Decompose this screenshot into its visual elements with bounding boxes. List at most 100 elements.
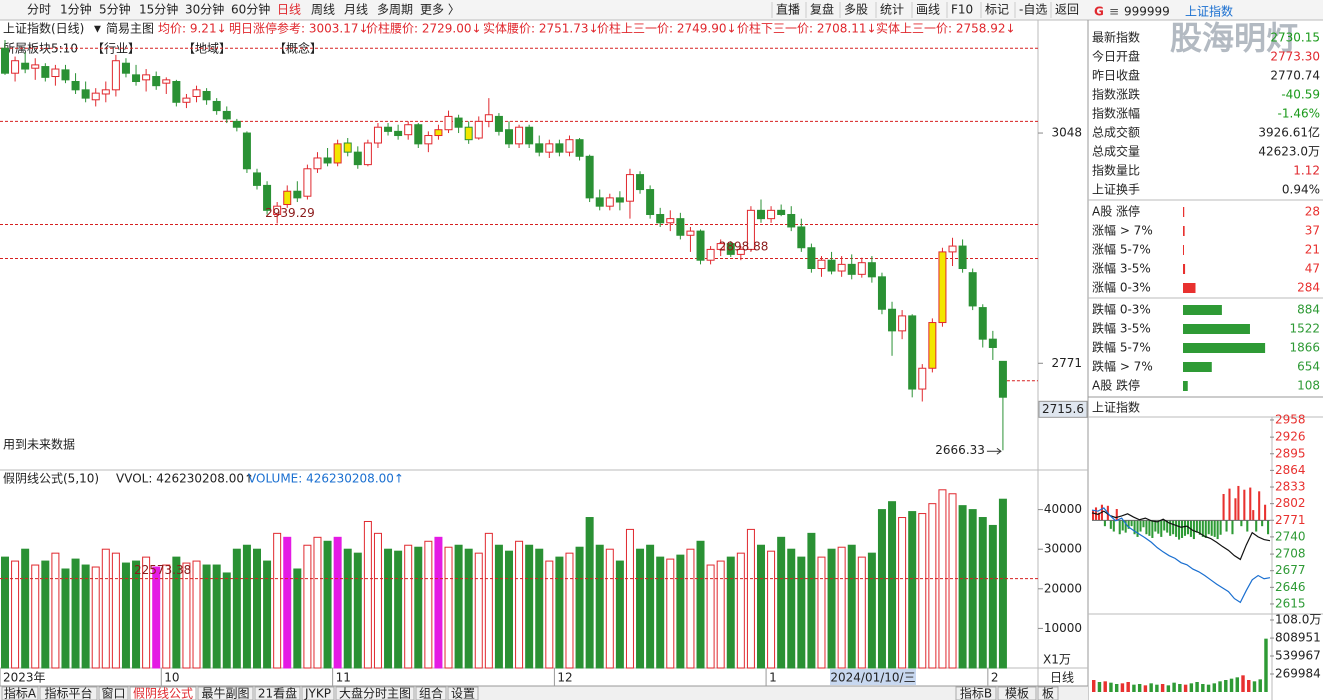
period-tab[interactable]: 分时 (27, 3, 51, 17)
candle-body (666, 218, 675, 224)
candle-body (686, 230, 695, 236)
candle-body (565, 139, 574, 153)
breadth-value: 21 (1305, 243, 1320, 257)
chart-mode[interactable]: 简易主图 (106, 22, 154, 36)
menu-icon[interactable]: ≡ (1109, 5, 1119, 19)
toolbar-button[interactable]: 多股 (844, 3, 868, 17)
candle-body (726, 243, 735, 255)
period-tab[interactable]: 15分钟 (139, 2, 178, 17)
candle-body (293, 190, 302, 199)
tab[interactable]: 指标平台 (44, 686, 92, 700)
volume-bar (132, 560, 141, 669)
candle-body (121, 62, 130, 74)
period-tab[interactable]: 月线 (344, 3, 368, 17)
candle-body (736, 248, 745, 255)
arrow-head (996, 447, 1002, 455)
tab[interactable]: 假阴线公式 (133, 687, 193, 700)
volume-bar (192, 560, 201, 669)
volume-bar (898, 517, 907, 669)
breadth-bar (1183, 245, 1184, 255)
sector-item[interactable]: 【概念】 (274, 41, 322, 56)
volume-bar (91, 566, 100, 669)
candle-body (807, 247, 816, 270)
volume-bar (968, 509, 977, 669)
volume-bar (736, 552, 745, 669)
volume-bar (767, 550, 776, 669)
tab[interactable]: 指标B (960, 686, 992, 700)
period-tab[interactable]: 5分钟 (99, 2, 131, 17)
tab[interactable]: JYKP (304, 687, 331, 700)
toolbar-button[interactable]: 画线 (916, 3, 940, 17)
quote-label: 指数涨幅 (1092, 106, 1140, 121)
volume-bar (625, 528, 634, 669)
cursor-date: 2024/01/10/三 (830, 671, 915, 685)
volume-bar (333, 536, 342, 669)
period-tab[interactable]: 日线 (277, 3, 301, 17)
candle-body (333, 143, 342, 164)
breadth-bar (1183, 324, 1250, 334)
tab[interactable]: 模板 (1005, 687, 1029, 700)
period-tab[interactable]: 更多 〉 (420, 3, 460, 17)
period-tab[interactable]: 30分钟 (185, 2, 224, 17)
index-line (1091, 510, 1271, 561)
candle-body (111, 60, 120, 91)
quote-label: 今日开盘 (1092, 49, 1140, 64)
period-tab[interactable]: 周线 (311, 3, 335, 17)
toolbar-button[interactable]: 直播 (776, 3, 800, 17)
tab[interactable]: 组合 (419, 686, 443, 700)
candle-body (232, 120, 241, 128)
volume-bar (726, 556, 735, 669)
badge[interactable]: G (1094, 5, 1104, 19)
tab-bg (415, 686, 447, 700)
volume-bar (646, 544, 655, 669)
period-tab[interactable]: 多周期 (377, 3, 413, 17)
volume-bar (978, 517, 987, 669)
tab[interactable]: 最牛副图 (201, 686, 249, 700)
breadth-bar (1124, 520, 1127, 533)
volume-bar (1212, 683, 1217, 692)
toolbar-button[interactable]: F10 (951, 3, 973, 17)
toolbar-button[interactable]: 复盘 (810, 2, 834, 17)
volume-bar (1224, 680, 1228, 692)
breadth-bar (1136, 520, 1139, 537)
toolbar-button[interactable]: 统计 (880, 3, 904, 17)
toolbar-button[interactable]: 标记 (985, 3, 1009, 17)
cursor-price: 2715.6 (1042, 402, 1084, 416)
breadth-value: 1522 (1289, 322, 1320, 336)
breadth-bar (1198, 520, 1201, 535)
breadth-bar (1145, 520, 1148, 535)
tab[interactable]: 窗口 (101, 687, 125, 700)
candle-body (343, 142, 352, 153)
volume-bar (857, 556, 866, 669)
toolbar-button[interactable]: -自选 (1019, 3, 1047, 17)
tab[interactable]: 板 (1042, 687, 1054, 700)
toolbar-button[interactable]: 返回 (1055, 3, 1079, 17)
quote-value: 2773.30 (1270, 50, 1320, 64)
period-tab[interactable]: 1分钟 (60, 2, 92, 17)
candle-body (827, 259, 836, 272)
period-tab[interactable]: 60分钟 (231, 2, 270, 17)
tab[interactable]: 设置 (451, 687, 475, 700)
candle-body (857, 262, 866, 275)
tab[interactable]: 指标A (4, 686, 37, 700)
volume-bar (1241, 675, 1245, 692)
volume-bar (585, 517, 594, 669)
candle-body (706, 248, 715, 261)
volume-bar (575, 546, 584, 669)
tab[interactable]: 21看盘 (258, 686, 297, 700)
y-tick-label: 2802 (1275, 496, 1306, 510)
toolbar-bg (0, 0, 1323, 20)
volume-bar (595, 544, 604, 669)
breadth-bar (1092, 510, 1095, 521)
volume-bar (757, 544, 765, 669)
dropdown-icon[interactable]: ▼ (94, 25, 101, 35)
tab-bg (955, 686, 997, 700)
candle-body (898, 315, 907, 332)
volume-bar (51, 552, 60, 669)
volume-bar (1132, 684, 1136, 692)
breadth-bar (1178, 520, 1181, 540)
y-tick-label: 20000 (1044, 581, 1082, 595)
tab[interactable]: 大盘分时主图 (339, 686, 411, 700)
volume-bar (958, 505, 967, 669)
volume-bar (1160, 684, 1165, 692)
